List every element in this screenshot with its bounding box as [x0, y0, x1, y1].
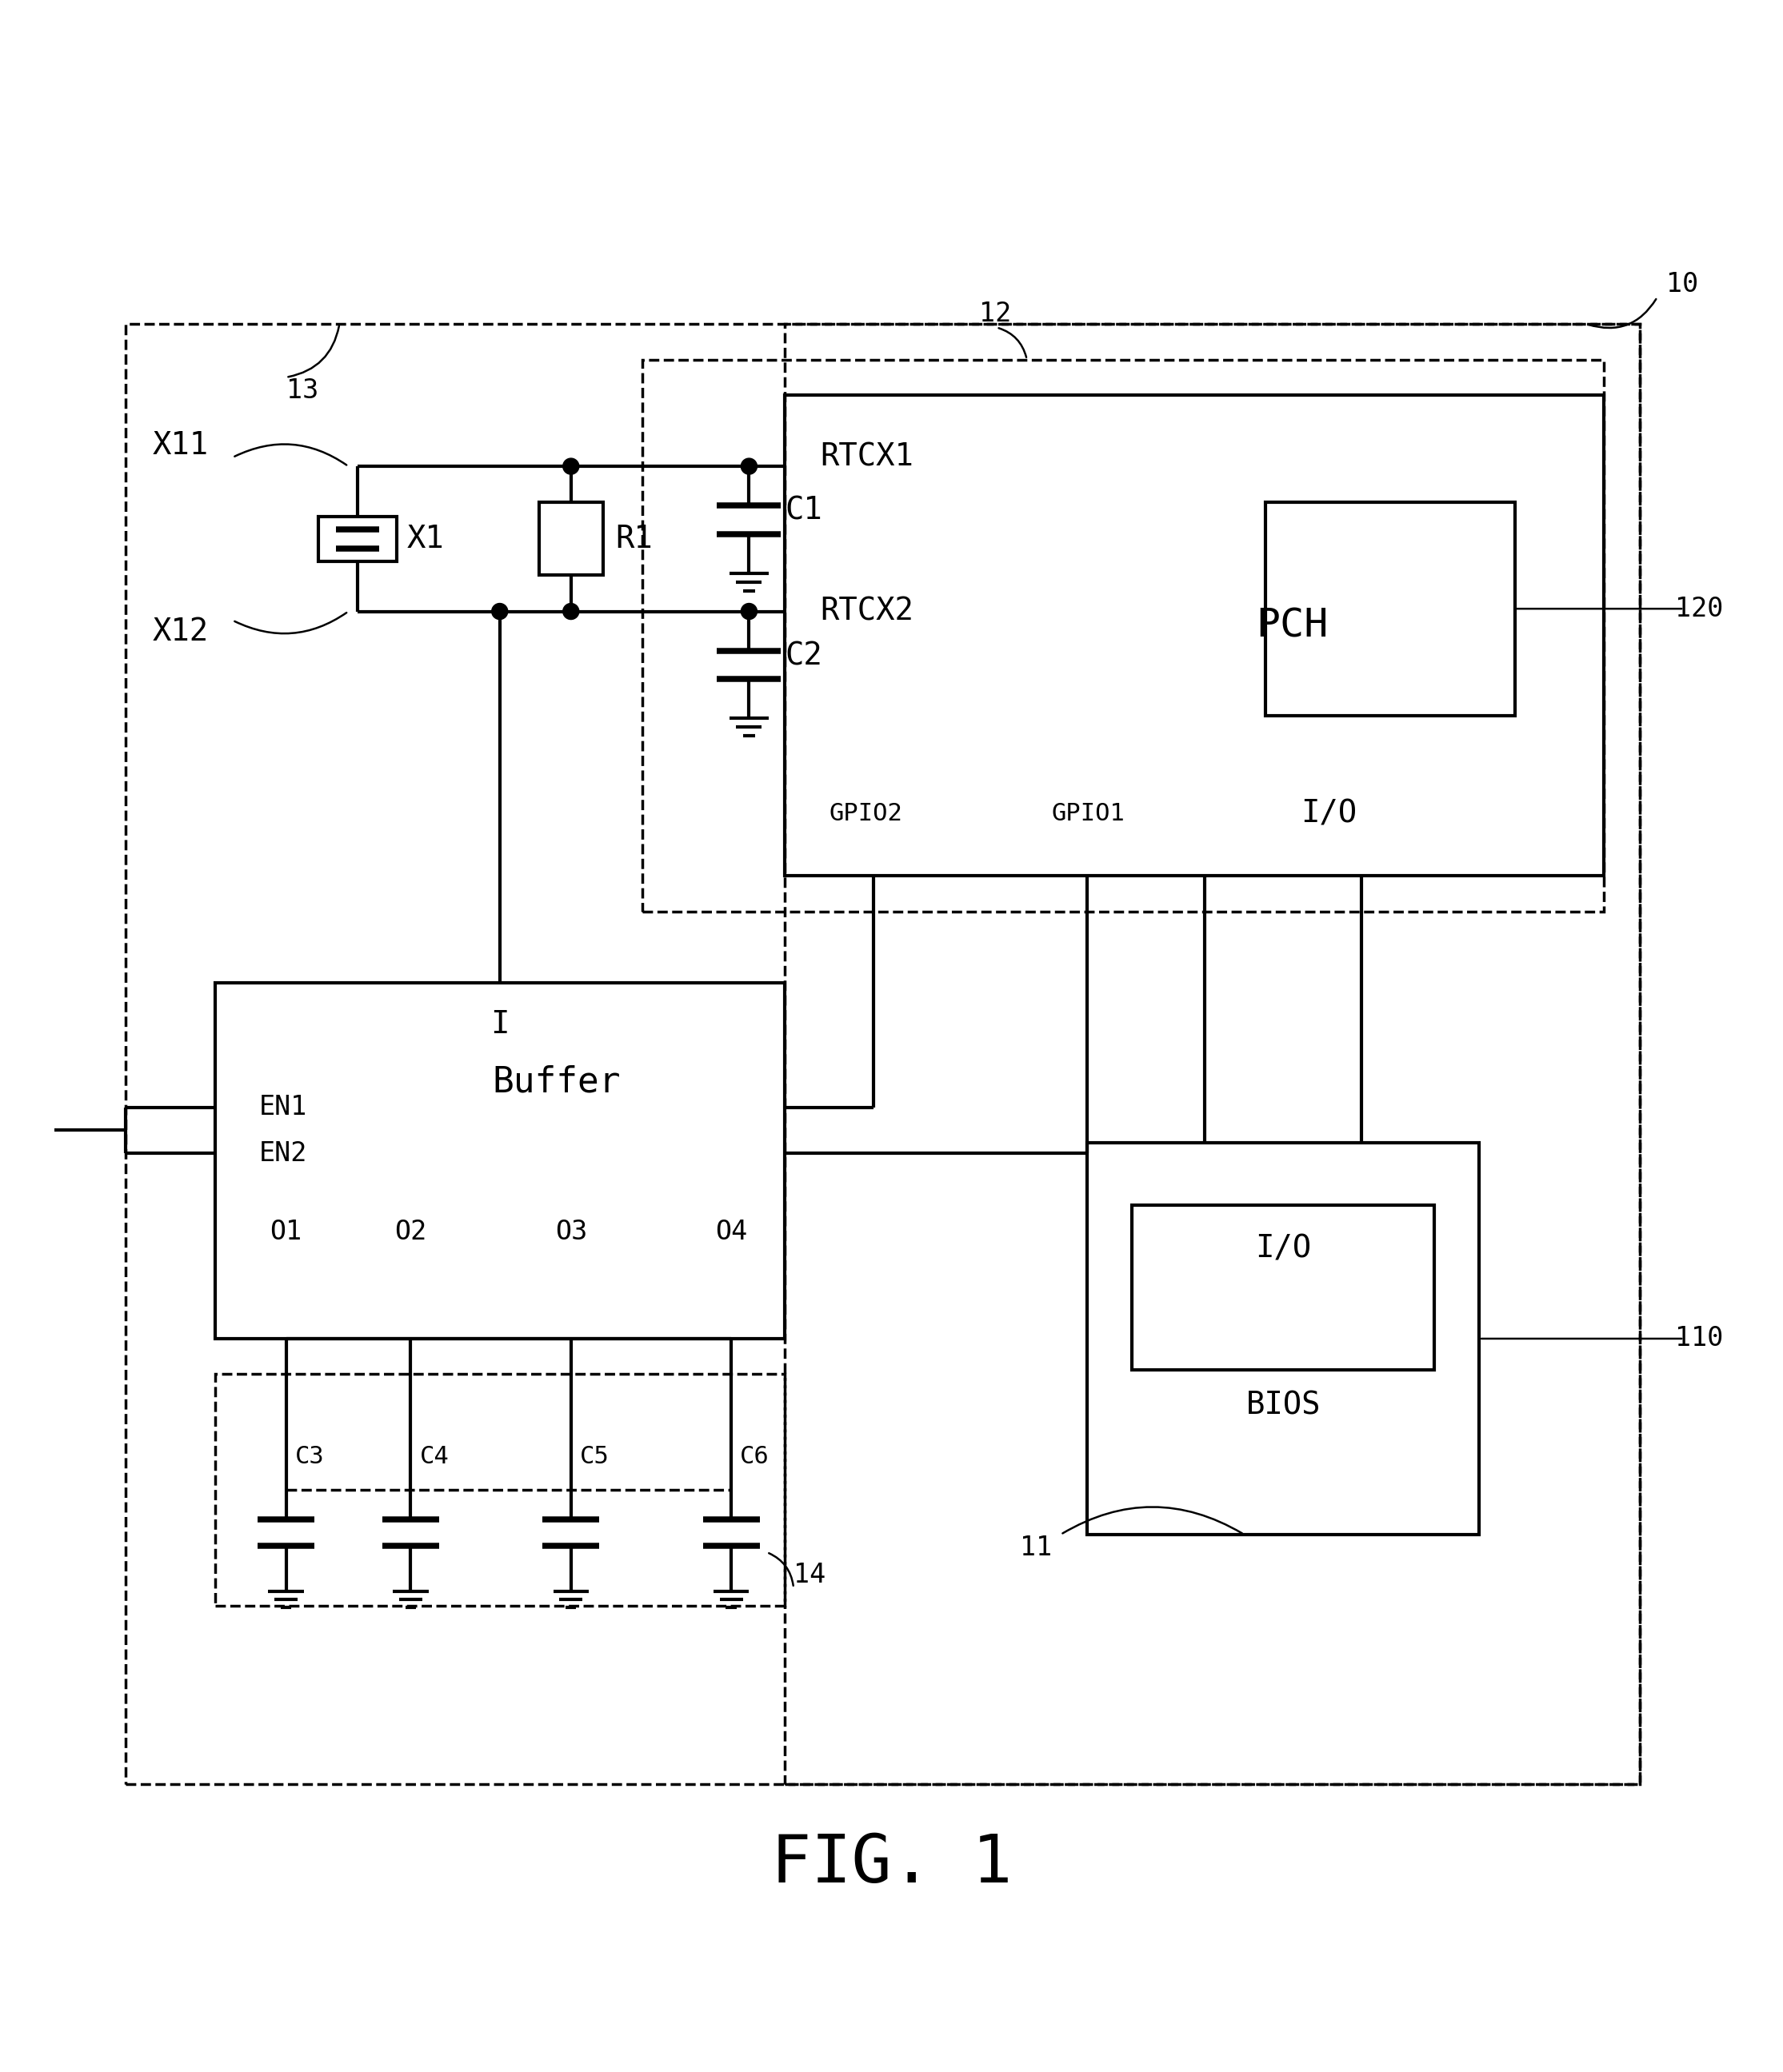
Bar: [785, 323, 1639, 1784]
Text: O1: O1: [269, 1218, 301, 1245]
Circle shape: [563, 603, 579, 620]
Text: C6: C6: [740, 1446, 770, 1469]
Text: C4: C4: [419, 1446, 449, 1469]
Text: O2: O2: [394, 1218, 426, 1245]
Text: O3: O3: [555, 1218, 587, 1245]
Bar: [317, 516, 396, 562]
Circle shape: [492, 603, 508, 620]
Text: 10: 10: [1665, 271, 1699, 296]
Bar: [1266, 501, 1516, 715]
Text: X1: X1: [407, 524, 444, 553]
Text: C3: C3: [294, 1446, 325, 1469]
Bar: [642, 358, 1605, 912]
Text: FIG. 1: FIG. 1: [770, 1832, 1013, 1896]
Text: 120: 120: [1674, 595, 1724, 622]
Text: 110: 110: [1674, 1326, 1724, 1351]
Text: RTCX2: RTCX2: [820, 597, 913, 626]
Text: EN1: EN1: [259, 1094, 308, 1121]
Text: 12: 12: [979, 300, 1011, 327]
Text: C5: C5: [579, 1446, 610, 1469]
Text: C1: C1: [785, 495, 822, 526]
Text: I/O: I/O: [1302, 798, 1357, 829]
Bar: [214, 1374, 785, 1606]
Circle shape: [742, 458, 758, 474]
Text: 11: 11: [1020, 1535, 1052, 1560]
Bar: [785, 396, 1605, 876]
Text: 13: 13: [285, 377, 317, 404]
Text: PCH: PCH: [1257, 607, 1328, 644]
Text: BIOS: BIOS: [1246, 1390, 1321, 1421]
Circle shape: [563, 458, 579, 474]
Circle shape: [742, 603, 758, 620]
Text: I: I: [490, 1009, 510, 1040]
Bar: [538, 503, 603, 576]
Bar: [1132, 1206, 1435, 1370]
Text: I/O: I/O: [1255, 1233, 1311, 1264]
Text: GPIO2: GPIO2: [829, 802, 902, 825]
Text: R1: R1: [615, 524, 653, 553]
Text: GPIO1: GPIO1: [1052, 802, 1125, 825]
Bar: [1088, 1144, 1480, 1535]
Text: EN2: EN2: [259, 1140, 308, 1167]
Text: 14: 14: [793, 1562, 826, 1587]
Bar: [214, 982, 785, 1339]
Text: Buffer: Buffer: [492, 1065, 620, 1100]
Text: C2: C2: [785, 640, 822, 671]
Bar: [127, 323, 1639, 1784]
Text: O4: O4: [715, 1218, 747, 1245]
Text: X11: X11: [153, 431, 209, 460]
Text: X12: X12: [153, 617, 209, 646]
Text: RTCX1: RTCX1: [820, 441, 913, 472]
